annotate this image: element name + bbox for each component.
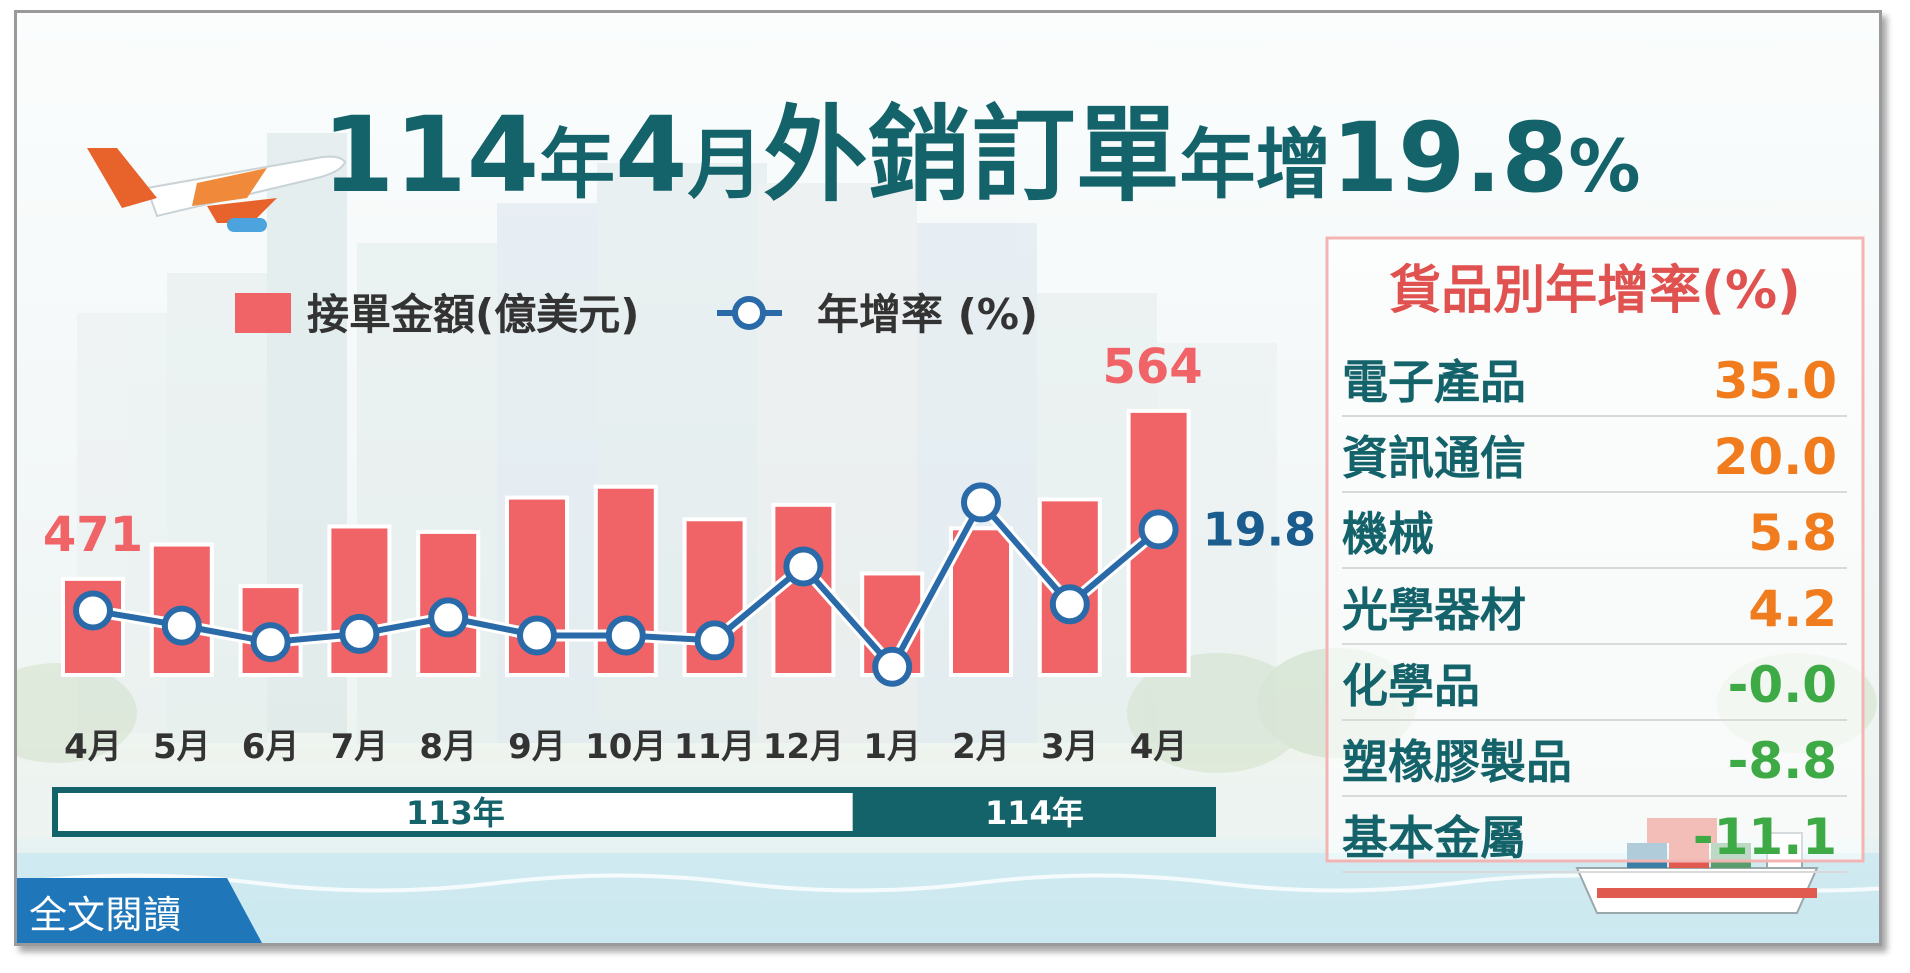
category-value: -8.8 [1728, 732, 1837, 790]
growth-point [250, 622, 291, 663]
legend-bar-label: 接單金額(億美元) [307, 290, 639, 339]
bar-value-label-last: 564 [1102, 339, 1202, 395]
month-label: 3月 [1041, 727, 1099, 767]
growth-point [1049, 584, 1090, 625]
category-value: 20.0 [1714, 428, 1837, 486]
table-title: 貨品別年增率(%) [1389, 261, 1801, 321]
category-value: -11.1 [1693, 808, 1837, 866]
legend-bar-swatch [235, 293, 291, 333]
month-label: 11月 [674, 727, 755, 767]
category-name: 化學品 [1342, 659, 1480, 713]
growth-point [428, 597, 469, 638]
bar-value-label-first: 471 [43, 507, 143, 563]
month-label: 10月 [585, 727, 666, 767]
growth-point [872, 646, 913, 687]
year-label-114: 114年 [985, 794, 1084, 832]
growth-line-series [73, 482, 1179, 687]
month-label: 4月 [64, 727, 122, 767]
month-label: 9月 [508, 727, 566, 767]
month-label: 1月 [863, 727, 921, 767]
bar [953, 530, 1009, 673]
month-label: 12月 [763, 727, 844, 767]
growth-point [783, 546, 824, 587]
growth-point [961, 482, 1001, 523]
category-name: 基本金屬 [1342, 811, 1526, 865]
category-name: 光學器材 [1342, 583, 1526, 637]
table-rows: 電子產品 35.0 資訊通信 20.0 機械 5.8 光學器材 4.2 化學品 -0.0 塑橡膠製品… [1342, 352, 1847, 873]
year-label-113: 113年 [406, 794, 505, 832]
year-band: 113年 114年 [52, 787, 1216, 837]
read-more-label[interactable]: 全文閱讀 [29, 893, 181, 937]
airplane-icon [87, 148, 347, 232]
growth-value-label: 19.8 [1203, 502, 1317, 556]
month-label: 4月 [1130, 727, 1188, 767]
growth-point [73, 590, 113, 631]
category-name: 機械 [1342, 507, 1434, 561]
category-value: 4.2 [1748, 580, 1837, 638]
category-value: 35.0 [1714, 352, 1837, 410]
page-title: 114年4月外銷訂單年增19.8% [322, 94, 1640, 216]
month-label: 5月 [153, 727, 211, 767]
month-label: 2月 [952, 727, 1010, 767]
chart-legend: 接單金額(億美元) 年增率 (%) [235, 290, 1038, 339]
category-name: 資訊通信 [1342, 431, 1526, 485]
year-band-113 [52, 787, 859, 837]
month-label: 7月 [331, 727, 389, 767]
growth-point [605, 615, 646, 656]
month-label: 8月 [419, 727, 477, 767]
growth-point [517, 615, 557, 656]
category-value: -0.0 [1728, 656, 1837, 714]
growth-point [694, 620, 735, 661]
growth-point [1138, 509, 1179, 550]
category-growth-table: 貨品別年增率(%) 電子產品 35.0 資訊通信 20.0 機械 5.8 光學器材 4.2 化學… [1325, 236, 1865, 873]
growth-point [339, 613, 380, 654]
read-more-button[interactable]: 全文閱讀 [17, 878, 262, 943]
infographic-canvas: 114年4月外銷訂單年增19.8% 接單金額(億美元) 年增率 (%) 4月 5月… [17, 94, 1879, 943]
legend-line-marker [732, 296, 766, 330]
category-name: 塑橡膠製品 [1342, 735, 1572, 789]
sea-band [17, 853, 1879, 943]
table-border [1325, 236, 1865, 863]
data-labels: 471 564 19.8 [43, 339, 1316, 563]
category-name: 電子產品 [1342, 355, 1526, 409]
month-label: 6月 [242, 727, 300, 767]
infographic-frame: 114年4月外銷訂單年增19.8% 接單金額(億美元) 年增率 (%) 4月 5月… [14, 10, 1882, 946]
growth-point [161, 605, 202, 646]
year-band-114 [852, 787, 1216, 837]
category-value: 5.8 [1748, 504, 1837, 562]
x-axis-labels: 4月 5月 6月 7月 8月 9月 10月 11月 12月 1月 2月 3月 4月 [64, 727, 1187, 767]
legend-line-label: 年增率 (%) [817, 290, 1038, 339]
